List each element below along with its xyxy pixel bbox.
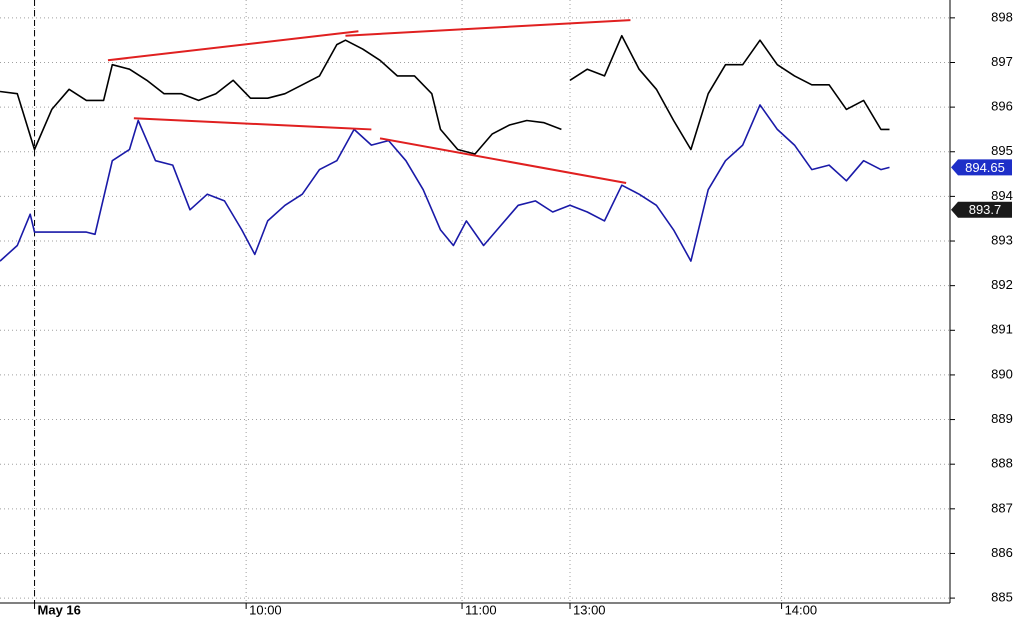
series-line [0,104,890,262]
trendline [133,117,372,131]
y-tick-label: 895 [991,143,1013,158]
last-value-box [951,159,1012,176]
y-tick-label: 897 [991,54,1013,69]
x-tick-label: 13:00 [573,602,606,617]
trendline [379,137,627,184]
trendline [345,19,631,37]
series-line [0,34,890,155]
last-value-label: 893.7 [969,202,1002,217]
trendline [107,30,359,62]
y-tick-label: 887 [991,500,1013,515]
y-tick-label: 894 [991,188,1013,203]
x-tick-label: 11:00 [465,602,497,617]
y-tick-label: 889 [991,411,1013,426]
y-tick-label: 885 [991,590,1013,605]
y-tick-label: 896 [991,99,1013,114]
last-value-box [951,201,1012,218]
y-tick-label: 886 [991,545,1013,560]
x-tick-label: 10:00 [249,602,282,617]
last-value-label: 894.65 [965,160,1005,175]
y-tick-label: 888 [991,456,1013,471]
y-tick-label: 893 [991,232,1013,247]
y-tick-label: 891 [991,322,1013,337]
x-tick-label: 14:00 [785,602,818,617]
y-tick-label: 890 [991,366,1013,381]
y-tick-label: 892 [991,277,1013,292]
y-tick-label: 898 [991,9,1013,24]
x-tick-label: May 16 [38,602,81,617]
